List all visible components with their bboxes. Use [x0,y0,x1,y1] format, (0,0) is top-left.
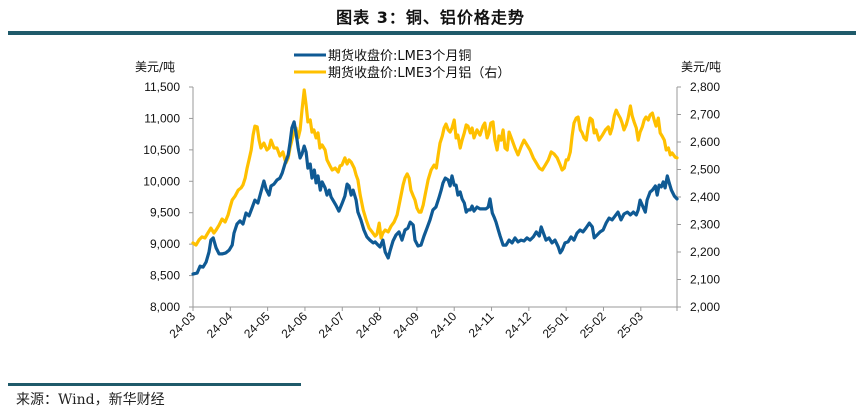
x-tick-label: 24-08 [353,309,385,341]
right-tick-label: 2,400 [690,190,720,204]
left-tick-label: 9,000 [150,237,180,251]
right-tick-label: 2,500 [690,163,720,177]
x-tick-label: 24-09 [390,309,422,341]
x-tick-label: 25-01 [540,309,572,341]
right-tick-label: 2,700 [690,108,720,122]
axes: 8,000 8,500 9,000 9,500 10,000 10,500 11,000 11… [135,60,721,341]
x-tick-label: 24-07 [316,309,348,341]
title-rule [8,31,856,35]
right-tick-label: 2,800 [690,80,720,94]
right-tick-label: 2,300 [690,218,720,232]
left-tick-label: 8,000 [150,300,180,314]
right-tick-label: 2,000 [690,300,720,314]
left-tick-label: 10,000 [143,174,180,188]
x-tick-label: 24-10 [428,309,460,341]
left-tick-label: 10,500 [143,143,180,157]
x-tick-label: 24-04 [204,309,236,341]
left-tick-label: 8,500 [150,269,180,283]
right-tick-label: 2,100 [690,273,720,287]
legend-label-aluminum: 期货收盘价:LME3个月铝（右） [328,65,510,81]
source-note: 来源：Wind，新华财经 [16,392,165,408]
legend-label-copper: 期货收盘价:LME3个月铜 [328,48,471,64]
right-tick-label: 2,600 [690,135,720,149]
x-tick-label: 24-11 [466,309,497,340]
aluminum-series-line [191,88,679,247]
left-tick-label: 11,000 [144,111,180,125]
source-rule [8,383,301,386]
x-tick-label: 24-12 [502,309,534,341]
left-axis-unit-label: 美元/吨 [135,60,175,74]
copper-series-line [191,120,679,276]
series-lines [191,88,679,276]
left-tick-label: 9,500 [150,206,180,220]
x-tick-label: 25-02 [577,309,609,341]
x-tick-label: 24-06 [278,309,310,341]
right-tick-label: 2,200 [690,245,720,259]
chart-title: 图表 3：铜、铝价格走势 [336,8,525,27]
right-axis-unit-label: 美元/吨 [681,60,721,74]
x-tick-label: 25-03 [614,309,646,341]
x-tick-label: 24-05 [241,309,273,341]
left-tick-label: 11,500 [144,80,180,94]
